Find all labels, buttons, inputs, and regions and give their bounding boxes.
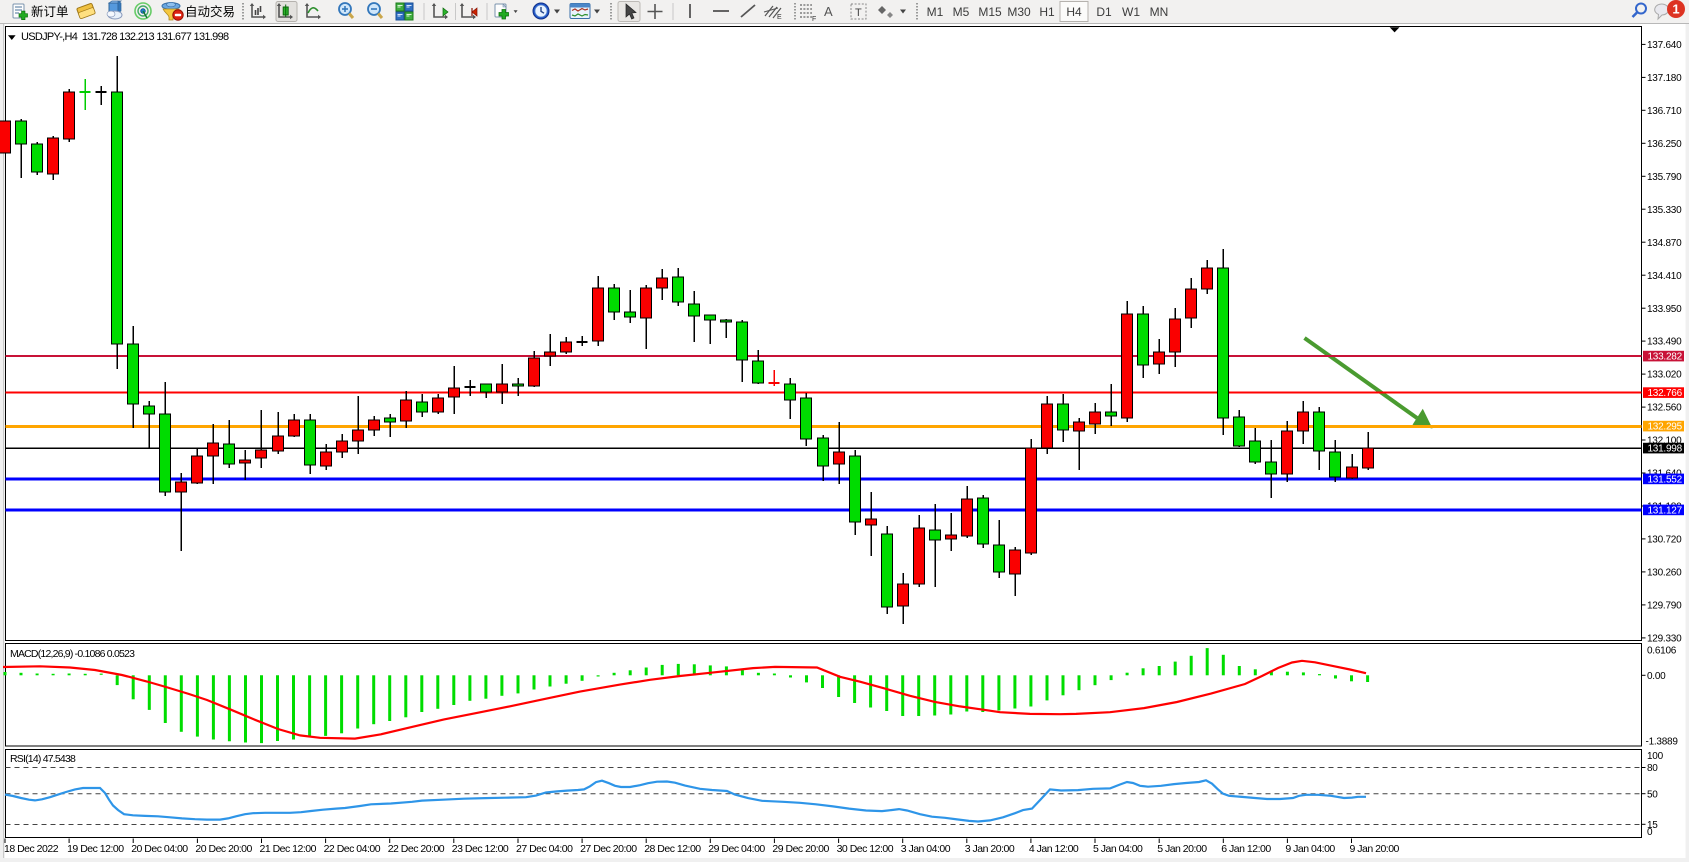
svg-text:135.330: 135.330 bbox=[1647, 205, 1682, 216]
svg-text:27 Dec 20:00: 27 Dec 20:00 bbox=[580, 843, 637, 855]
svg-text:80: 80 bbox=[1647, 763, 1658, 774]
svg-text:MN: MN bbox=[1150, 5, 1169, 19]
svg-text:133.020: 133.020 bbox=[1647, 370, 1682, 381]
svg-text:132.100: 132.100 bbox=[1647, 436, 1682, 447]
svg-text:3 Jan 04:00: 3 Jan 04:00 bbox=[901, 843, 951, 855]
svg-text:133.490: 133.490 bbox=[1647, 337, 1682, 348]
svg-text:133.282: 133.282 bbox=[1648, 352, 1683, 363]
svg-text:9 Jan 20:00: 9 Jan 20:00 bbox=[1350, 843, 1400, 855]
svg-text:131.998: 131.998 bbox=[1648, 444, 1683, 455]
svg-text:M5: M5 bbox=[953, 5, 970, 19]
svg-text:132.766: 132.766 bbox=[1648, 388, 1683, 399]
svg-text:137.180: 137.180 bbox=[1647, 73, 1682, 84]
svg-text:W1: W1 bbox=[1122, 5, 1140, 19]
svg-text:131.552: 131.552 bbox=[1648, 474, 1683, 485]
svg-text:M30: M30 bbox=[1007, 5, 1031, 19]
svg-text:135.790: 135.790 bbox=[1647, 172, 1682, 183]
svg-text:130.260: 130.260 bbox=[1647, 568, 1682, 579]
svg-text:134.870: 134.870 bbox=[1647, 238, 1682, 249]
svg-text:F: F bbox=[812, 16, 816, 23]
svg-text:USDJPY-,H4 131.728 132.213 13: USDJPY-,H4 131.728 132.213 131.677 131.9… bbox=[21, 31, 229, 43]
svg-text:20 Dec 04:00: 20 Dec 04:00 bbox=[131, 843, 188, 855]
svg-text:M15: M15 bbox=[978, 5, 1002, 19]
svg-text:134.410: 134.410 bbox=[1647, 271, 1682, 282]
svg-text:28 Dec 12:00: 28 Dec 12:00 bbox=[644, 843, 701, 855]
svg-text:0.6106: 0.6106 bbox=[1647, 646, 1677, 657]
svg-text:6 Jan 12:00: 6 Jan 12:00 bbox=[1221, 843, 1271, 855]
svg-text:22 Dec 04:00: 22 Dec 04:00 bbox=[324, 843, 381, 855]
svg-text:129.330: 129.330 bbox=[1647, 634, 1682, 645]
svg-text:MACD(12,26,9) -0.1086 0.0523: MACD(12,26,9) -0.1086 0.0523 bbox=[10, 648, 135, 660]
svg-text:132.560: 132.560 bbox=[1647, 403, 1682, 414]
svg-text:18 Dec 2022: 18 Dec 2022 bbox=[4, 843, 59, 855]
svg-text:30 Dec 12:00: 30 Dec 12:00 bbox=[837, 843, 894, 855]
svg-text:50: 50 bbox=[1647, 789, 1658, 800]
svg-text:20 Dec 20:00: 20 Dec 20:00 bbox=[195, 843, 252, 855]
svg-text:H4: H4 bbox=[1066, 5, 1082, 19]
svg-text:136.710: 136.710 bbox=[1647, 106, 1682, 117]
svg-text:RSI(14) 47.5438: RSI(14) 47.5438 bbox=[10, 753, 76, 765]
svg-text:自动交易: 自动交易 bbox=[185, 4, 235, 19]
svg-text:29 Dec 04:00: 29 Dec 04:00 bbox=[708, 843, 765, 855]
svg-text:-1.3889: -1.3889 bbox=[1646, 737, 1679, 748]
svg-text:100: 100 bbox=[1647, 751, 1664, 762]
svg-text:9 Jan 04:00: 9 Jan 04:00 bbox=[1285, 843, 1335, 855]
svg-text:131.127: 131.127 bbox=[1648, 505, 1683, 516]
svg-text:5 Jan 20:00: 5 Jan 20:00 bbox=[1157, 843, 1207, 855]
svg-text:15: 15 bbox=[1647, 820, 1658, 831]
svg-text:D1: D1 bbox=[1096, 5, 1112, 19]
svg-text:132.295: 132.295 bbox=[1648, 422, 1683, 433]
svg-text:22 Dec 20:00: 22 Dec 20:00 bbox=[388, 843, 445, 855]
svg-text:3 Jan 20:00: 3 Jan 20:00 bbox=[965, 843, 1015, 855]
svg-text:21 Dec 12:00: 21 Dec 12:00 bbox=[260, 843, 317, 855]
svg-text:133.950: 133.950 bbox=[1647, 304, 1682, 315]
svg-text:130.720: 130.720 bbox=[1647, 535, 1682, 546]
svg-text:136.250: 136.250 bbox=[1647, 139, 1682, 150]
svg-text:1: 1 bbox=[1672, 2, 1679, 17]
svg-text:5 Jan 04:00: 5 Jan 04:00 bbox=[1093, 843, 1143, 855]
svg-text:4 Jan 12:00: 4 Jan 12:00 bbox=[1029, 843, 1079, 855]
svg-text:A: A bbox=[824, 4, 833, 19]
svg-text:0: 0 bbox=[1647, 827, 1653, 838]
svg-text:27 Dec 04:00: 27 Dec 04:00 bbox=[516, 843, 573, 855]
svg-text:新订单: 新订单 bbox=[31, 4, 69, 19]
svg-text:0.00: 0.00 bbox=[1647, 671, 1666, 682]
svg-text:29 Dec 20:00: 29 Dec 20:00 bbox=[772, 843, 829, 855]
svg-text:19 Dec 12:00: 19 Dec 12:00 bbox=[67, 843, 124, 855]
svg-text:137.640: 137.640 bbox=[1647, 40, 1682, 51]
svg-text:T: T bbox=[855, 7, 862, 19]
svg-text:129.790: 129.790 bbox=[1647, 601, 1682, 612]
svg-text:H1: H1 bbox=[1039, 5, 1055, 19]
svg-text:M1: M1 bbox=[927, 5, 944, 19]
svg-text:E: E bbox=[777, 14, 782, 21]
svg-text:23 Dec 12:00: 23 Dec 12:00 bbox=[452, 843, 509, 855]
